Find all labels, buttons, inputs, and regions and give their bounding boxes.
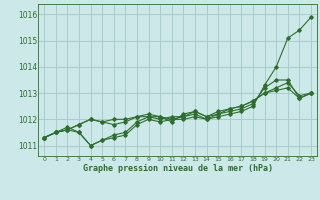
X-axis label: Graphe pression niveau de la mer (hPa): Graphe pression niveau de la mer (hPa): [83, 164, 273, 173]
